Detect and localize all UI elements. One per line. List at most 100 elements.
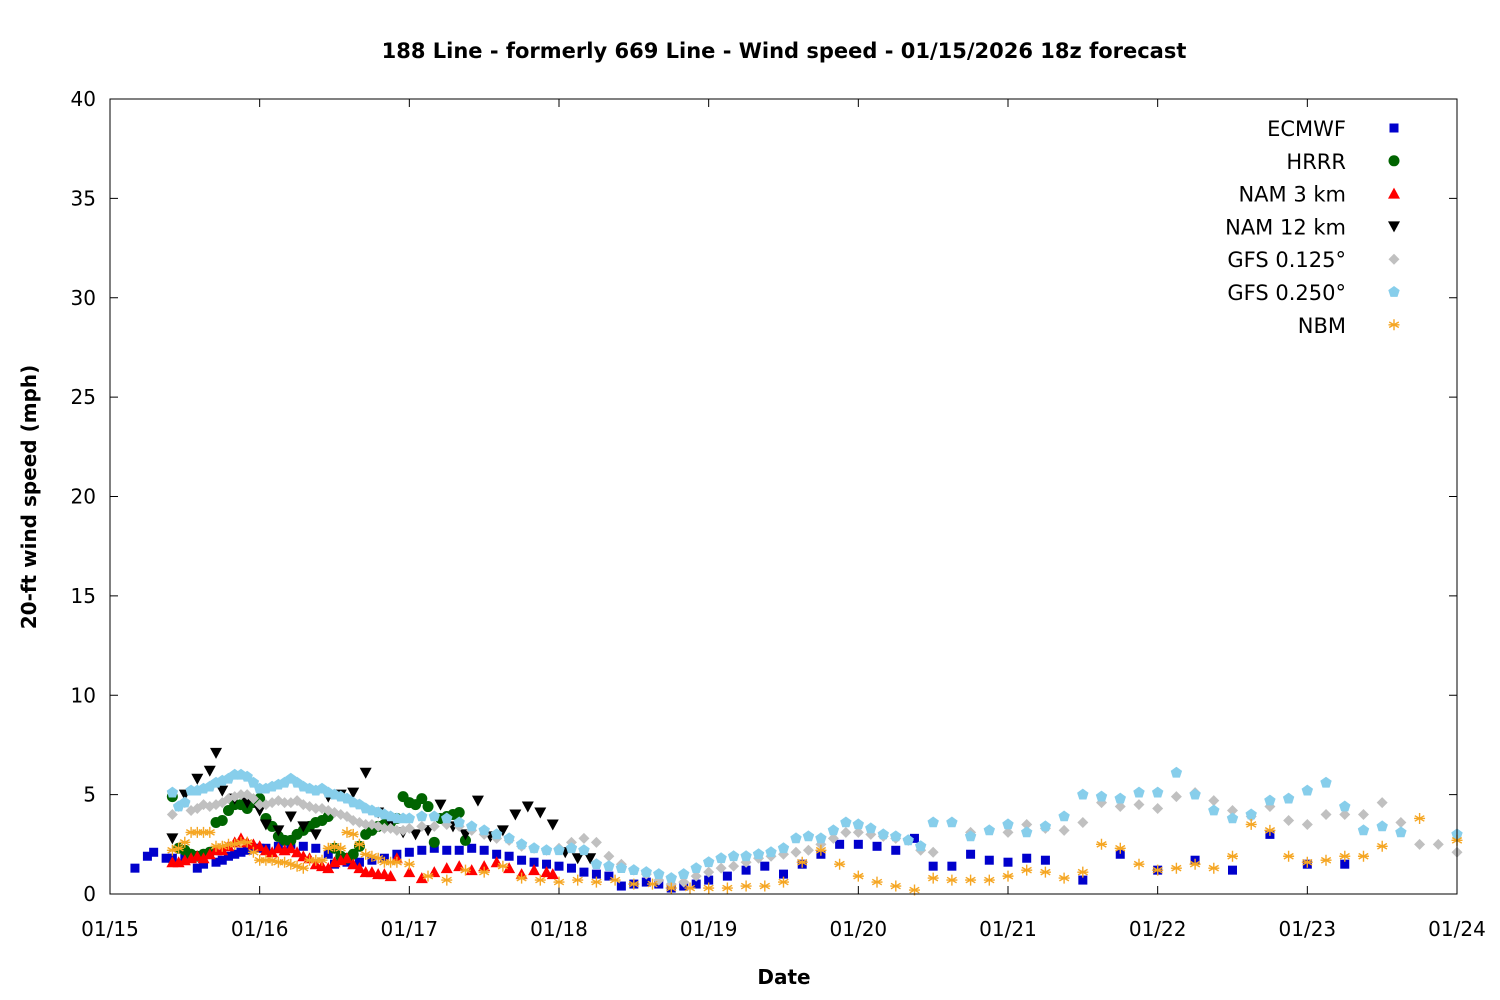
data-point xyxy=(415,872,428,884)
data-point xyxy=(166,786,179,798)
data-point xyxy=(1339,800,1351,812)
data-point xyxy=(521,801,534,813)
y-axis-label: 20-ft wind speed (mph) xyxy=(17,365,41,630)
data-point xyxy=(428,810,440,822)
data-point xyxy=(852,818,864,830)
data-point xyxy=(353,862,366,874)
data-point xyxy=(378,856,390,868)
data-point xyxy=(391,824,403,836)
data-point xyxy=(259,819,272,831)
data-point xyxy=(1022,853,1032,863)
data-point xyxy=(1226,812,1239,824)
data-point xyxy=(647,878,659,890)
data-point xyxy=(616,881,626,891)
y-tick-label: 25 xyxy=(71,385,96,409)
data-point xyxy=(890,830,902,842)
data-point xyxy=(703,866,715,878)
data-point xyxy=(329,840,340,852)
data-point xyxy=(946,816,958,828)
data-point xyxy=(223,851,233,861)
data-point xyxy=(428,820,440,832)
data-point xyxy=(1320,776,1332,788)
data-point xyxy=(834,858,846,870)
y-tick-label: 10 xyxy=(71,683,96,707)
data-point xyxy=(590,876,602,888)
data-point xyxy=(591,869,601,879)
data-point xyxy=(166,844,178,856)
data-point xyxy=(210,747,223,759)
data-point xyxy=(690,862,702,873)
data-point xyxy=(827,832,839,844)
data-point xyxy=(760,861,770,871)
data-point xyxy=(1114,792,1126,804)
data-point xyxy=(366,850,378,862)
data-point xyxy=(442,845,452,855)
data-point xyxy=(534,807,547,819)
data-point xyxy=(852,870,864,882)
data-point xyxy=(891,845,901,855)
y-tick-label: 15 xyxy=(71,584,96,608)
data-point xyxy=(578,844,590,856)
data-point xyxy=(260,854,272,866)
data-point xyxy=(1301,856,1313,868)
data-point xyxy=(309,829,322,841)
data-point xyxy=(1245,808,1257,820)
data-point xyxy=(503,862,516,874)
data-point xyxy=(1077,866,1089,878)
legend-marker xyxy=(1388,253,1400,265)
plot-frame xyxy=(109,98,1458,895)
data-point xyxy=(241,836,253,848)
data-point xyxy=(609,874,621,886)
data-point xyxy=(347,787,360,799)
data-point xyxy=(840,816,852,828)
data-point xyxy=(335,842,347,854)
data-point xyxy=(198,826,210,838)
data-point xyxy=(1040,855,1050,865)
data-point xyxy=(1077,816,1089,828)
data-point xyxy=(284,842,297,854)
data-point xyxy=(983,874,995,886)
data-point xyxy=(984,855,994,865)
data-point xyxy=(478,866,490,878)
data-point xyxy=(179,836,191,848)
data-point xyxy=(740,850,752,862)
data-point xyxy=(840,826,852,838)
data-point xyxy=(1320,854,1332,866)
data-point xyxy=(504,851,514,861)
data-point xyxy=(902,834,914,846)
data-point xyxy=(865,822,877,834)
data-point xyxy=(1228,865,1237,875)
data-point xyxy=(1002,870,1014,882)
data-point xyxy=(966,849,976,859)
data-point xyxy=(1003,857,1013,867)
data-point xyxy=(534,874,546,886)
data-point xyxy=(492,849,502,859)
data-point xyxy=(316,854,328,866)
data-point xyxy=(130,863,140,873)
data-point xyxy=(1058,824,1070,836)
data-point xyxy=(359,767,372,779)
data-point xyxy=(416,820,428,832)
data-point xyxy=(877,828,889,840)
data-point xyxy=(266,846,279,858)
data-point xyxy=(391,856,403,868)
data-point xyxy=(1058,810,1070,822)
data-point xyxy=(203,765,216,777)
data-point xyxy=(378,822,390,834)
data-point xyxy=(416,793,428,805)
data-point xyxy=(715,862,727,874)
data-point xyxy=(1376,797,1388,809)
data-point xyxy=(179,796,191,808)
data-point xyxy=(516,872,528,884)
data-point xyxy=(478,824,490,836)
series-nbm xyxy=(166,813,1463,896)
data-point xyxy=(872,841,882,851)
data-point xyxy=(323,849,333,859)
data-point xyxy=(192,863,202,873)
data-point xyxy=(572,874,584,886)
data-point xyxy=(279,856,291,868)
data-point xyxy=(417,845,427,855)
data-point xyxy=(247,846,259,858)
data-point xyxy=(478,860,491,872)
